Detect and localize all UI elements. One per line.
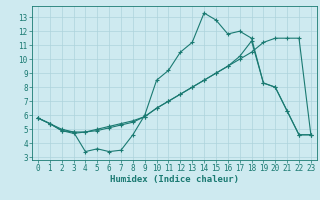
X-axis label: Humidex (Indice chaleur): Humidex (Indice chaleur) <box>110 175 239 184</box>
